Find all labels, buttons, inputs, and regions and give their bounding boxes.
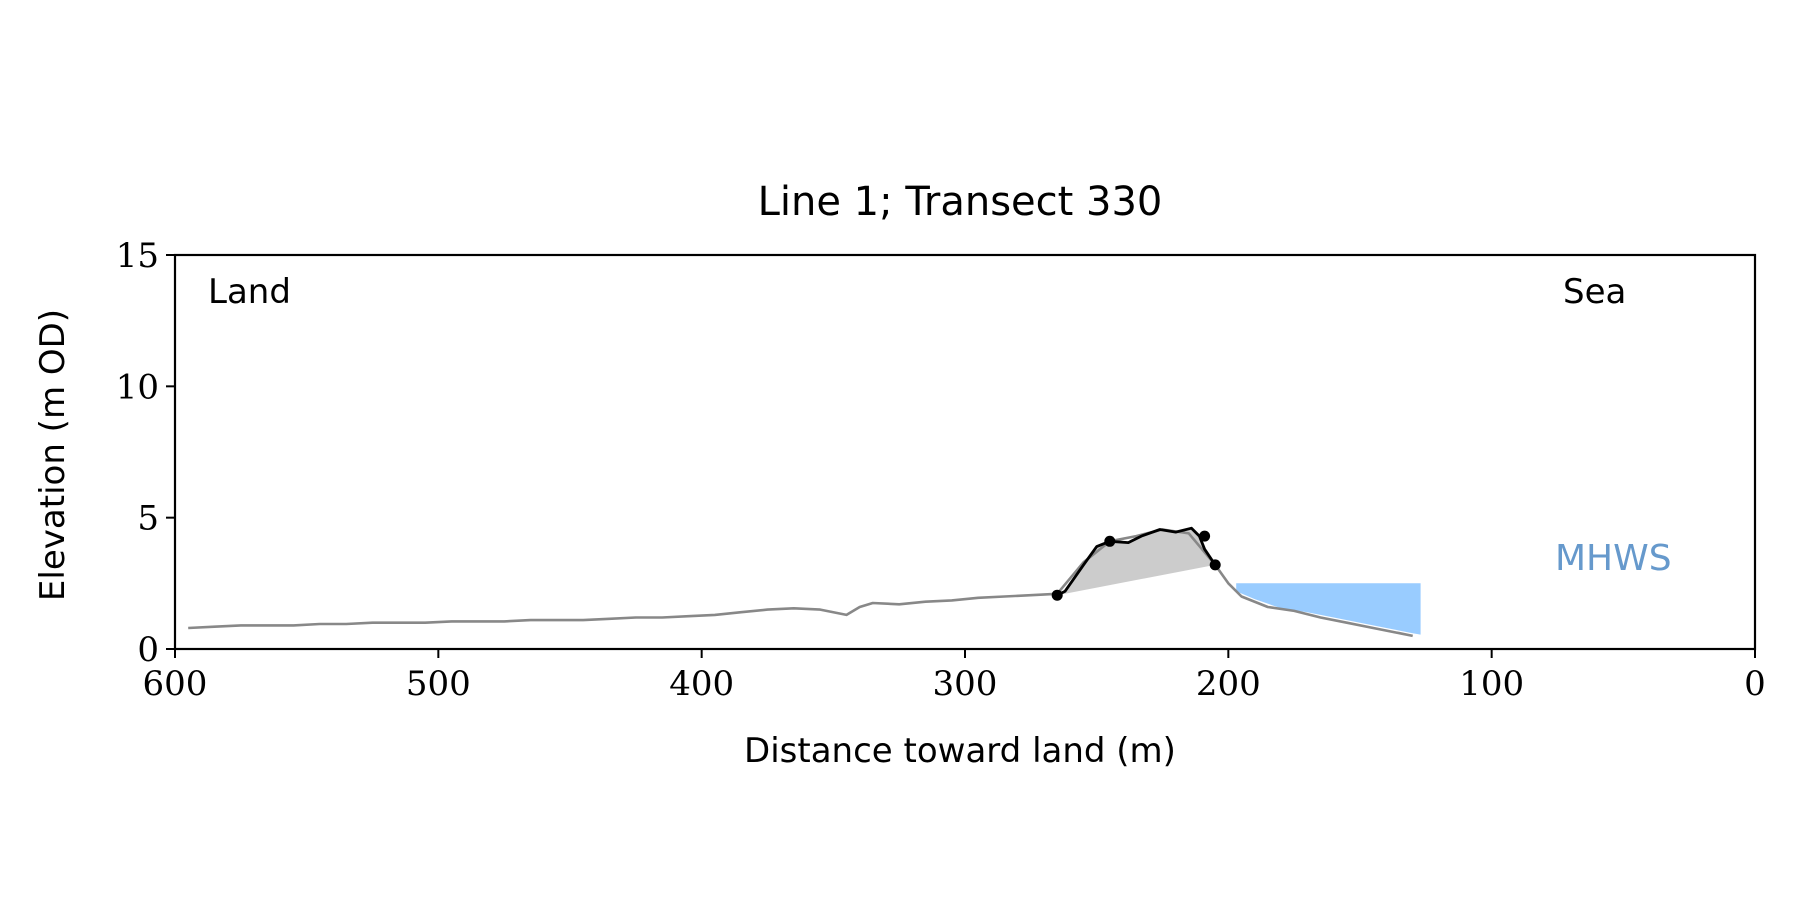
y-tick-label: 10 bbox=[116, 367, 159, 407]
dune-point-marker bbox=[1209, 559, 1221, 571]
x-tick-label: 100 bbox=[1459, 664, 1524, 704]
x-tick-label: 500 bbox=[406, 664, 471, 704]
x-tick-label: 200 bbox=[1196, 664, 1261, 704]
x-tick-label: 400 bbox=[669, 664, 734, 704]
chart-title: Line 1; Transect 330 bbox=[758, 179, 1163, 225]
dune-point-marker bbox=[1051, 589, 1063, 601]
x-tick-label: 0 bbox=[1744, 664, 1766, 704]
mhws-water-fill bbox=[1236, 583, 1421, 635]
axes-layer: 600 500 400 300 200 100 0 0 5 10 15 bbox=[116, 236, 1766, 704]
plot-frame bbox=[173, 253, 1757, 651]
mhws-annotation: MHWS bbox=[1555, 538, 1672, 579]
y-tick-label: 5 bbox=[137, 499, 159, 539]
y-tick-label: 15 bbox=[116, 236, 159, 276]
x-axis-label: Distance toward land (m) bbox=[744, 731, 1176, 771]
dune-point-marker bbox=[1104, 535, 1116, 547]
marker-layer bbox=[1051, 530, 1221, 601]
land-annotation: Land bbox=[208, 272, 291, 312]
dune-volume-fill bbox=[1057, 528, 1216, 596]
x-tick-label: 300 bbox=[933, 664, 998, 704]
y-tick-label: 0 bbox=[137, 630, 159, 670]
profile-line bbox=[188, 528, 1413, 638]
y-axis-label: Elevation (m OD) bbox=[33, 309, 73, 601]
fill-layer bbox=[1057, 528, 1421, 635]
x-tick-label: 600 bbox=[143, 664, 208, 704]
sea-annotation: Sea bbox=[1563, 272, 1626, 312]
line-layer bbox=[188, 526, 1413, 638]
dune-point-marker bbox=[1199, 530, 1211, 542]
